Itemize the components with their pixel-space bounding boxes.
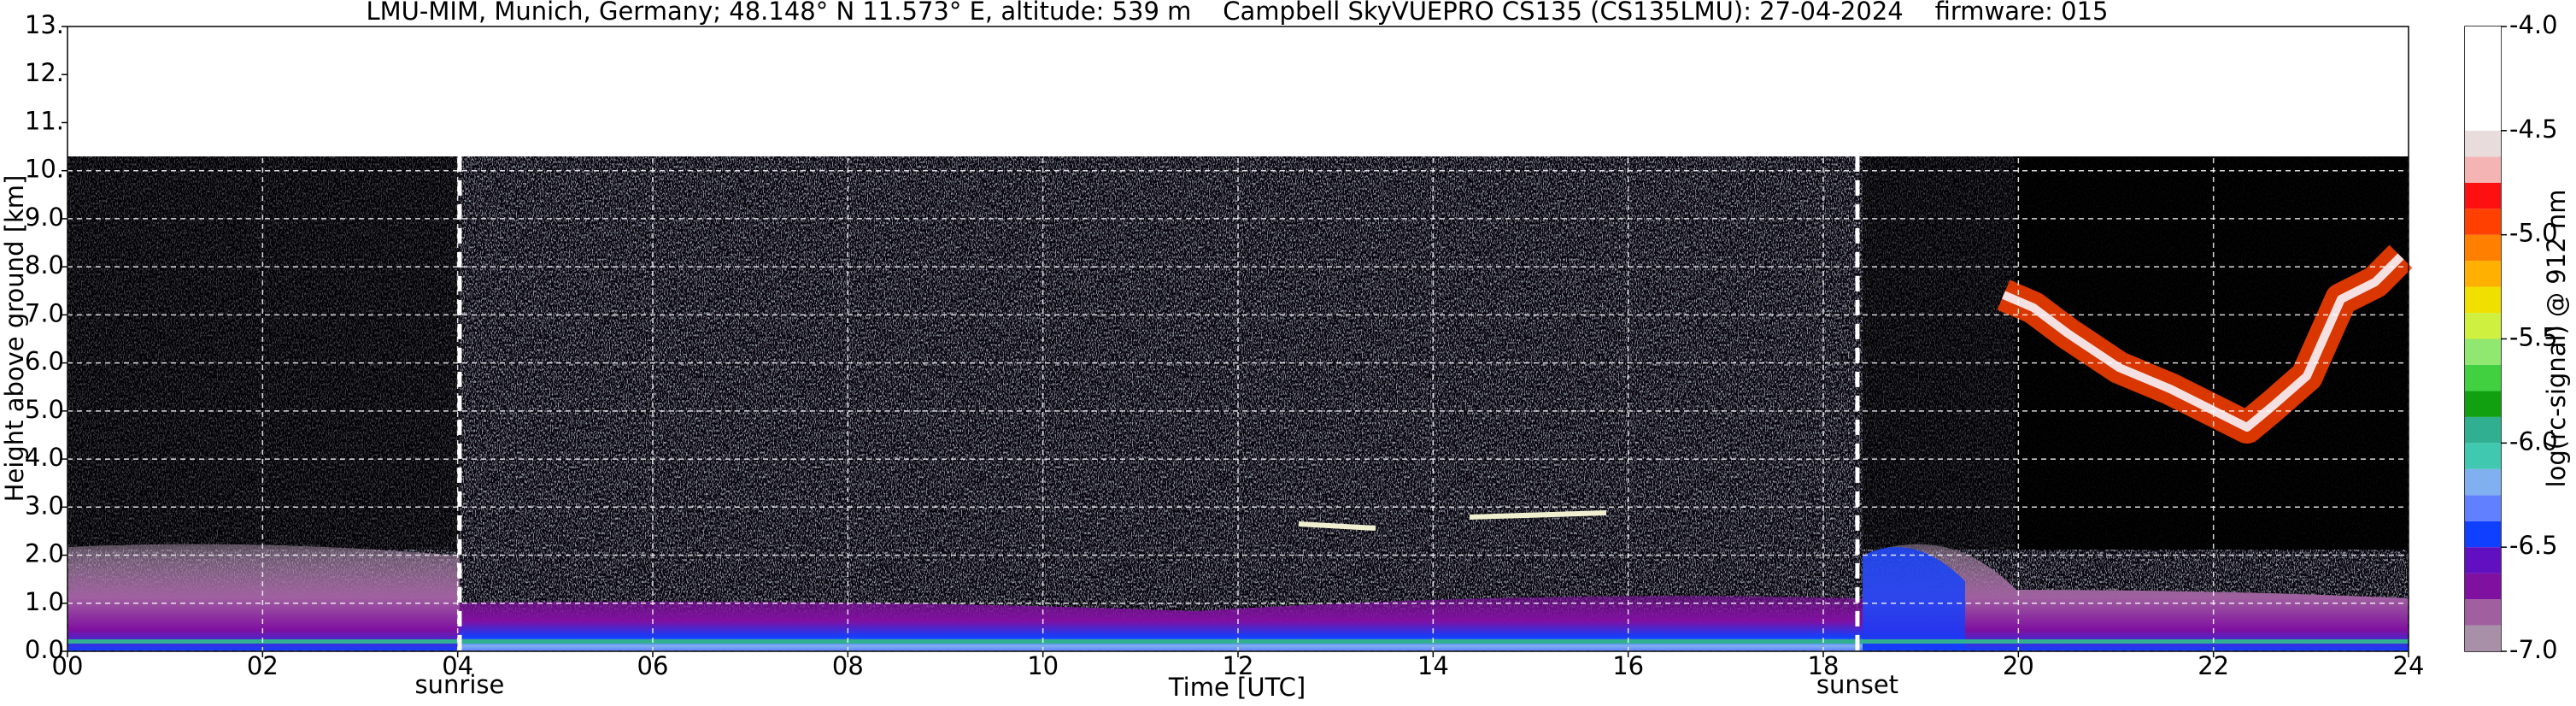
x-tick-label: 22 [2198,651,2229,680]
colorbar-cell [2465,182,2501,209]
colorbar-cell [2465,468,2501,496]
colorbar-cell [2465,521,2501,548]
y-tick-label: 11. [25,106,64,135]
cloud-layer [1298,510,1607,531]
boundary-layer [460,596,1863,651]
colorbar-cell [2465,286,2501,314]
colorbar-cell [2465,313,2501,339]
colorbar-cell [2465,26,2501,131]
colorbar-cell [2465,547,2501,574]
x-tick-label: 04 [442,651,473,680]
colorbar-cell [2465,391,2501,417]
colorbar-cell [2465,156,2501,183]
x-tick-label: 12 [1223,651,1254,680]
boundary-layer [1863,547,1965,651]
colorbar-cell [2465,416,2501,444]
x-tick-label: 16 [1612,651,1644,680]
colorbar-cell [2465,130,2501,157]
colorbar-cell [2465,364,2501,391]
x-tick-label: 14 [1417,651,1449,680]
y-tick-label: 4.0 [25,443,64,472]
heatmap-shade [1863,156,2016,550]
colorbar-cell [2465,625,2501,651]
cloud-layer [2002,253,2404,432]
colorbar-tick-label: -7.0 [2509,635,2558,664]
y-tick-label: 13. [25,10,64,39]
colorbar-cell [2465,599,2501,626]
x-tick-label: 02 [247,651,279,680]
y-tick-label: 0.0 [25,635,64,664]
colorbar-tick-label: -4.5 [2509,115,2558,144]
x-tick-label: 08 [832,651,864,680]
colorbar-tick-label: -6.0 [2509,427,2558,456]
colorbar-cell [2465,495,2501,521]
boundary-layer [67,544,460,651]
y-tick-label: 8.0 [25,250,64,279]
colorbar-cell [2465,261,2501,287]
y-tick-label: 3.0 [25,491,64,520]
colorbar-tick-label: -5.0 [2509,219,2558,248]
plot-frame [67,26,2409,652]
x-tick-label: 10 [1027,651,1059,680]
colorbar-cell [2465,209,2501,235]
x-tick-label: 06 [637,651,669,680]
y-tick-label: 5.0 [25,395,64,424]
colorbar-tick-label: -6.5 [2509,531,2558,560]
y-tick-label: 12. [25,58,64,87]
x-tick-label: 20 [2003,651,2034,680]
y-tick-label: 6.0 [25,347,64,376]
colorbar-cell [2465,573,2501,600]
colorbar-cell [2465,234,2501,262]
y-tick-label: 2.0 [25,539,64,568]
colorbar-tick-label: -5.5 [2509,323,2558,352]
colorbar-tick-label: -4.0 [2509,10,2558,39]
colorbar-cell [2465,338,2501,365]
y-tick-label: 7.0 [25,298,64,327]
y-tick-label: 9.0 [25,203,64,232]
annotation-label: sunrise [415,670,505,699]
x-axis-label: Time [UTC] [1168,673,1306,702]
y-axis-label: Height above ground [km] [0,175,29,503]
y-tick-label: 1.0 [25,587,64,616]
x-tick-label: 24 [2393,651,2425,680]
annotation-label: sunset [1816,670,1898,699]
x-tick-label: 18 [1808,651,1840,680]
y-tick-label: 10. [25,155,64,184]
colorbar-cell [2465,443,2501,469]
heatmap-shade [67,156,460,550]
boundary-layer [1863,544,2409,651]
chart-title: LMU-MIM, Munich, Germany; 48.148° N 11.5… [367,0,2109,26]
x-tick-label: 00 [52,651,84,680]
colorbar-label: log(rc-signal) @ 912 nm [2542,190,2571,488]
